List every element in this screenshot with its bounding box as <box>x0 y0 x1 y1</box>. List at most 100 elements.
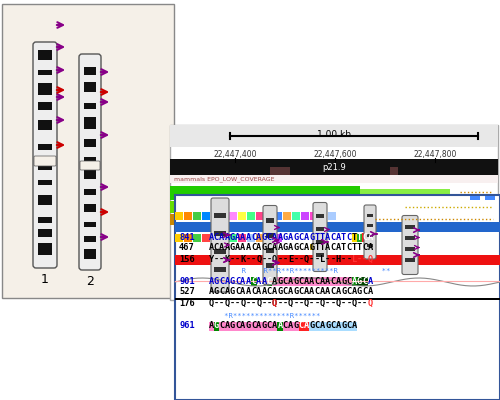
Bar <box>288 276 294 286</box>
Bar <box>247 234 255 242</box>
FancyBboxPatch shape <box>2 4 174 298</box>
Text: -: - <box>214 298 219 308</box>
Bar <box>346 276 352 286</box>
Text: A: A <box>240 288 246 296</box>
Text: A: A <box>219 232 224 242</box>
Text: R    R**R**R*********R          **: R R**R**R*********R ** <box>211 268 390 274</box>
Text: -: - <box>294 298 298 308</box>
Bar <box>274 212 282 220</box>
Bar <box>304 276 310 286</box>
Text: A: A <box>246 232 251 242</box>
Text: Q: Q <box>224 298 230 308</box>
Bar <box>367 244 373 247</box>
Text: -: - <box>362 298 368 308</box>
Bar <box>360 189 450 195</box>
Bar <box>352 232 358 242</box>
Bar <box>184 212 192 220</box>
Text: A: A <box>246 276 251 286</box>
Bar <box>38 83 52 95</box>
Text: Q: Q <box>272 254 278 264</box>
Text: L: L <box>320 254 325 264</box>
Text: -: - <box>278 254 282 264</box>
Text: 2: 2 <box>86 275 94 288</box>
Bar <box>238 234 246 242</box>
Bar <box>84 67 96 75</box>
Bar <box>220 234 228 242</box>
Text: A: A <box>272 322 278 330</box>
Text: A: A <box>304 276 309 286</box>
Text: Q: Q <box>256 298 262 308</box>
Bar <box>346 322 352 330</box>
Text: C: C <box>219 322 224 330</box>
Text: G: G <box>262 322 267 330</box>
Text: G: G <box>294 288 298 296</box>
Bar <box>230 322 235 330</box>
Text: A: A <box>325 288 330 296</box>
Bar <box>309 276 315 286</box>
Text: C: C <box>330 288 336 296</box>
Text: -: - <box>357 254 362 264</box>
Text: A: A <box>224 322 230 330</box>
Text: -: - <box>325 298 330 308</box>
Bar <box>170 201 385 213</box>
Text: A: A <box>256 322 262 330</box>
Bar <box>362 232 368 242</box>
Text: C: C <box>362 232 368 242</box>
Text: -: - <box>235 298 240 308</box>
Text: C: C <box>346 244 352 252</box>
Bar <box>294 276 299 286</box>
Bar <box>266 263 274 268</box>
Text: A: A <box>304 244 309 252</box>
Text: 901: 901 <box>179 276 195 286</box>
Text: C: C <box>330 322 336 330</box>
Bar <box>247 212 255 220</box>
Text: A: A <box>288 322 294 330</box>
Text: T: T <box>352 232 357 242</box>
Bar <box>368 232 374 242</box>
Bar <box>38 70 52 75</box>
Text: A: A <box>368 288 373 296</box>
Text: A: A <box>352 276 357 286</box>
Bar <box>84 157 96 162</box>
Text: A: A <box>368 276 373 286</box>
Bar <box>288 322 294 330</box>
Bar <box>193 234 201 242</box>
Text: C: C <box>346 322 352 330</box>
Bar <box>367 234 373 237</box>
Text: E: E <box>288 254 294 264</box>
Text: Q: Q <box>368 254 373 264</box>
Bar <box>38 217 52 223</box>
Text: G: G <box>341 288 346 296</box>
Bar <box>211 234 219 242</box>
Text: A: A <box>219 244 224 252</box>
Text: C: C <box>346 232 352 242</box>
Text: C: C <box>214 232 219 242</box>
Text: A: A <box>336 322 341 330</box>
Text: A: A <box>272 232 278 242</box>
Text: A: A <box>208 288 214 296</box>
Text: C: C <box>219 288 224 296</box>
Text: -: - <box>246 298 251 308</box>
Bar <box>38 120 52 130</box>
Text: -: - <box>278 298 282 308</box>
Text: mammals EPO_LOW_COVERAGE: mammals EPO_LOW_COVERAGE <box>174 176 274 182</box>
Text: G: G <box>357 276 362 286</box>
Bar <box>211 212 219 220</box>
Bar <box>362 276 368 286</box>
Text: T: T <box>357 244 362 252</box>
Bar <box>390 167 398 175</box>
Bar <box>270 167 290 175</box>
Text: C: C <box>282 288 288 296</box>
Bar <box>304 322 310 330</box>
Bar <box>38 102 52 110</box>
Text: C: C <box>282 276 288 286</box>
Text: G: G <box>230 288 235 296</box>
Text: G: G <box>341 322 346 330</box>
Bar <box>405 258 415 262</box>
Bar <box>314 322 320 330</box>
Bar <box>325 322 331 330</box>
Text: G: G <box>262 244 267 252</box>
Text: A: A <box>256 276 262 286</box>
Bar <box>357 276 362 286</box>
Text: C: C <box>267 276 272 286</box>
